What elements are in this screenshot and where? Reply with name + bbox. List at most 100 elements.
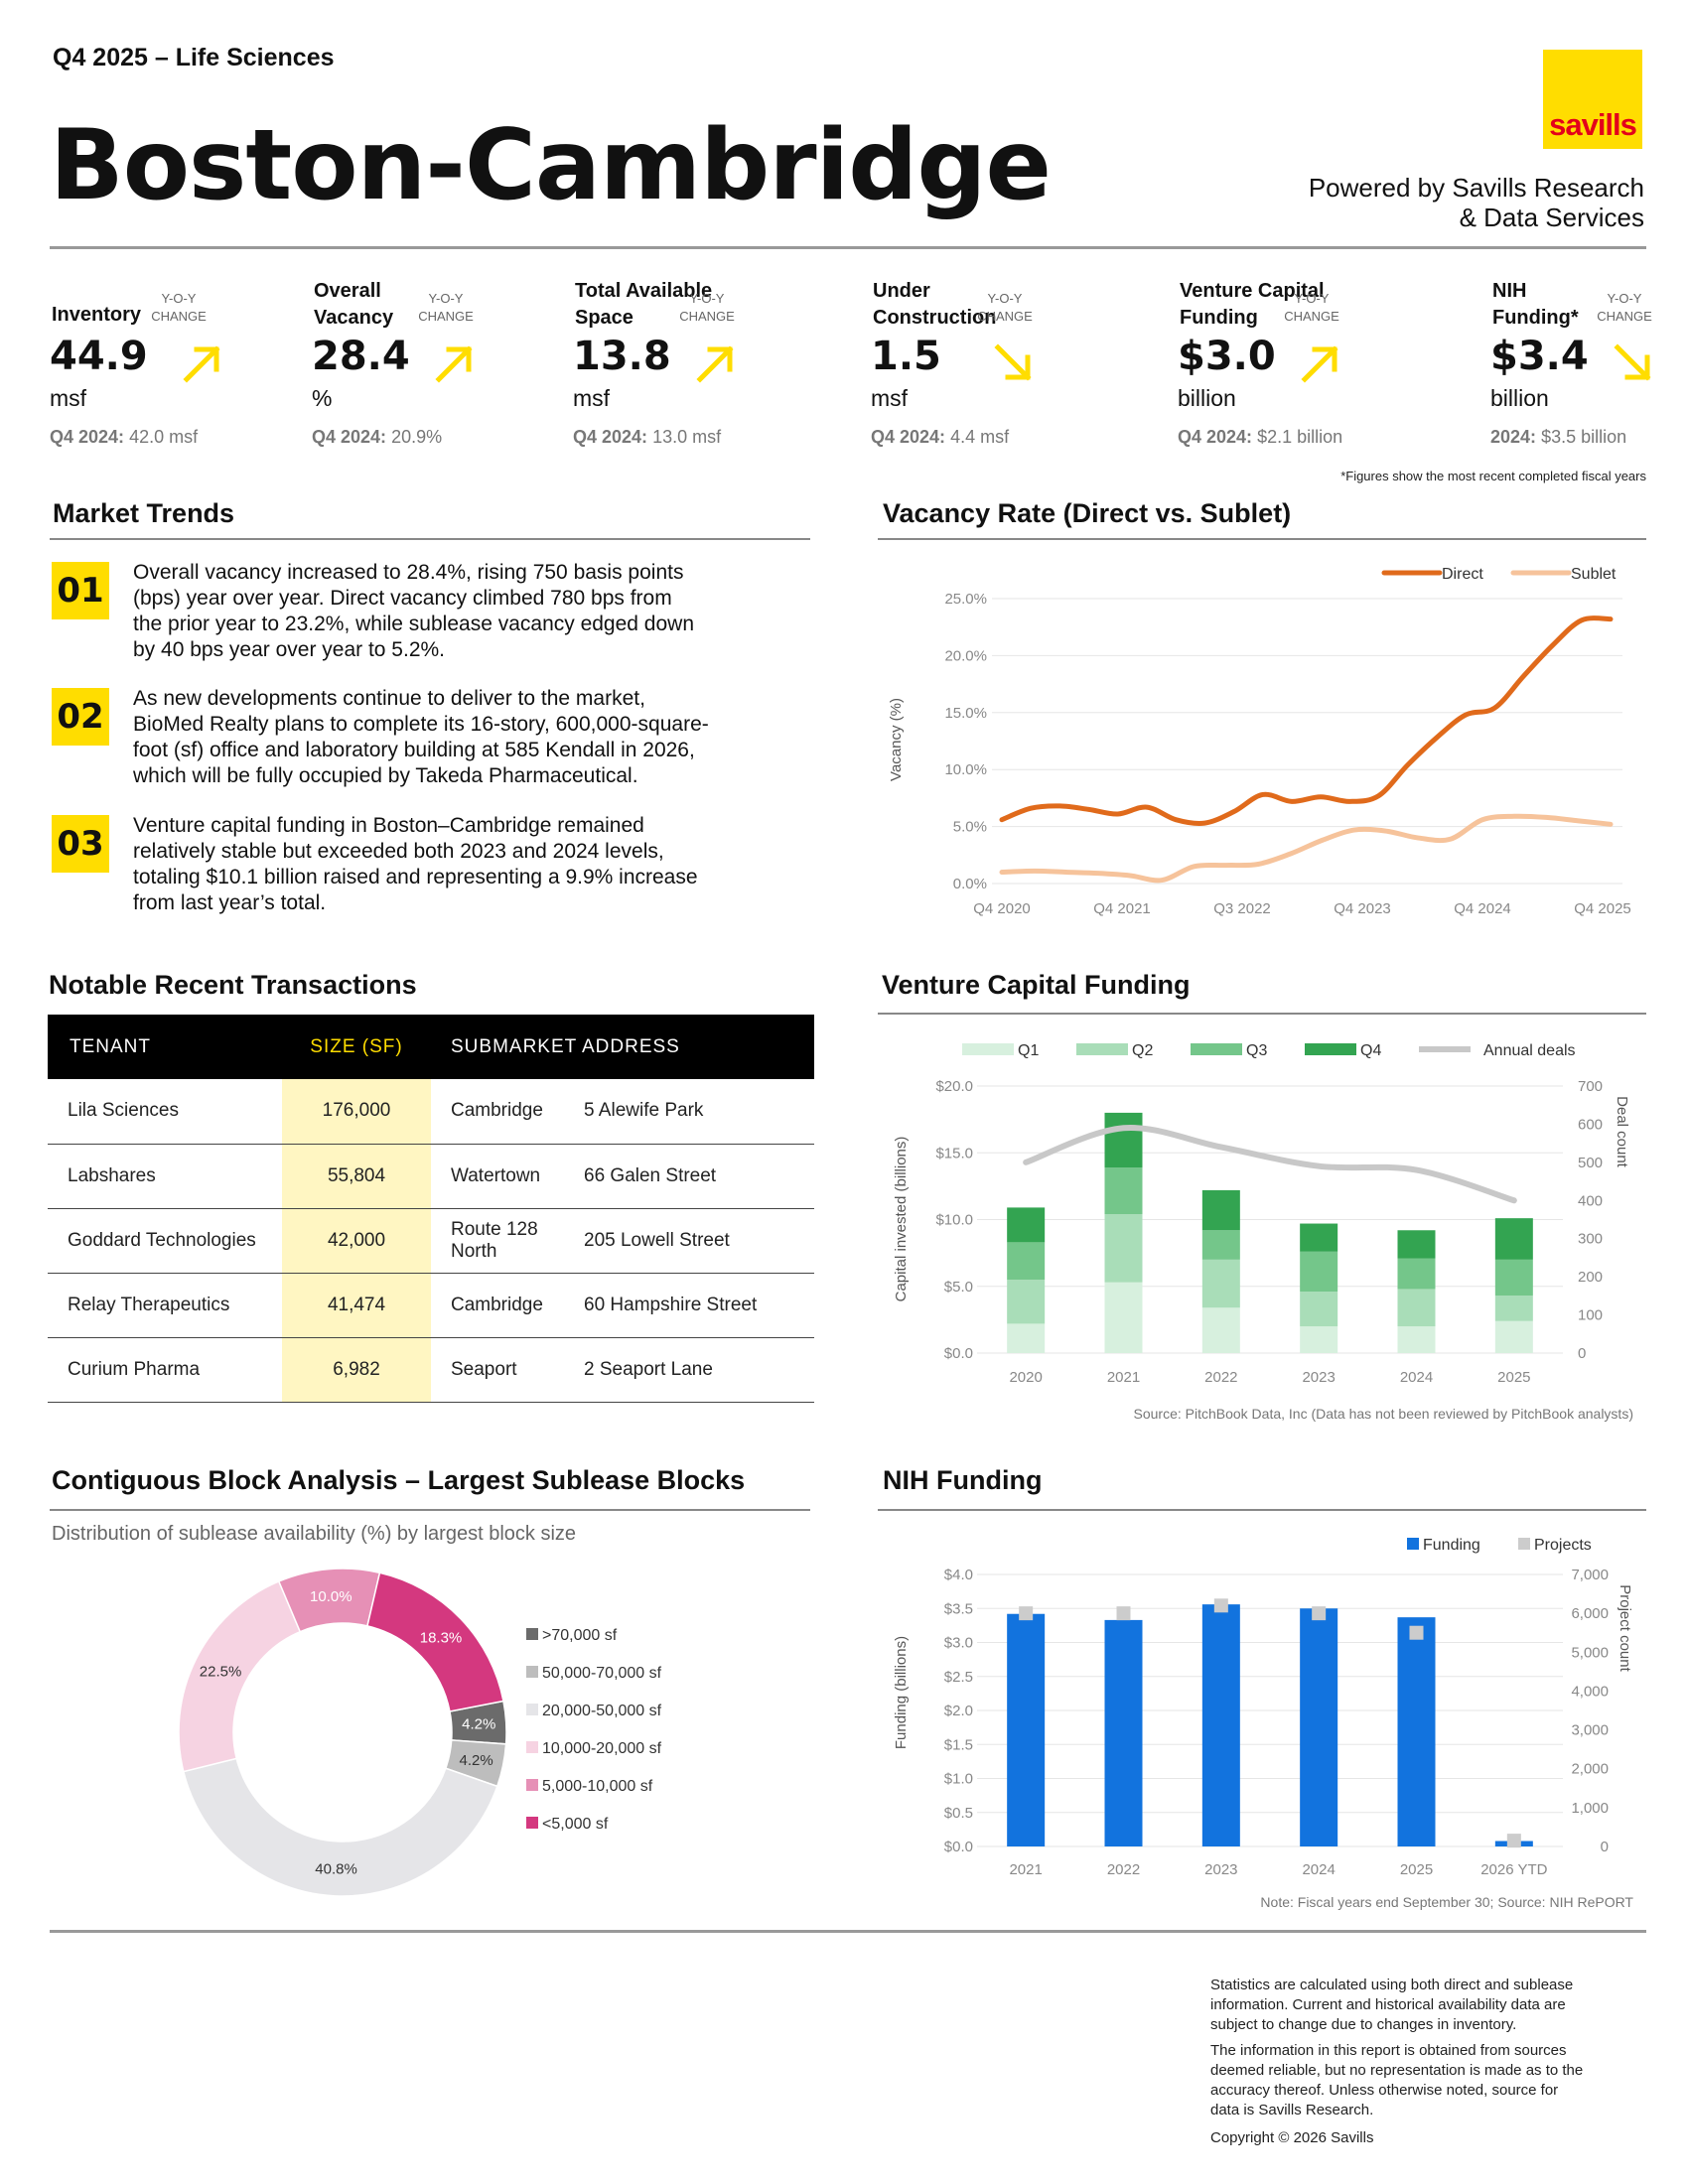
kpi-previous: Q4 2024: 42.0 msf (50, 427, 198, 448)
vacancy-chart: 0.0% 5.0% 10.0% 15.0% 20.0% 25.0% Q4 2020 Q4 20… (888, 566, 1631, 917)
kpi-unit: msf (50, 385, 87, 411)
legend-swatch (526, 1666, 538, 1678)
trend-text-line: which will be fully occupied by Takeda P… (133, 764, 638, 787)
y-tick-label: 20.0% (944, 647, 987, 664)
x-tick-label: 2022 (1107, 1861, 1140, 1878)
kpi-unit: billion (1178, 385, 1236, 411)
y-tick-label: $1.0 (944, 1771, 973, 1788)
cell-size: 6,982 (282, 1337, 431, 1403)
x-tick-label: 2022 (1204, 1369, 1237, 1386)
cell-address: 66 Galen Street (578, 1144, 814, 1209)
y2-tick-label: 2,000 (1571, 1761, 1609, 1778)
bar-funding (1300, 1608, 1338, 1846)
legend-label: <5,000 sf (542, 1816, 609, 1833)
y2-axis-label: Deal count (1614, 1096, 1630, 1168)
y2-tick-label: 600 (1578, 1116, 1603, 1133)
y2-tick-label: 6,000 (1571, 1605, 1609, 1622)
vc-divider (878, 1013, 1646, 1015)
bar-q1 (1201, 1307, 1240, 1353)
bar-q3 (1104, 1167, 1143, 1215)
slice-label: 4.2% (460, 1752, 493, 1769)
trend-text: Venture capital funding in Boston–Cambri… (133, 813, 828, 916)
trend-text-line: Venture capital funding in Boston–Cambri… (133, 814, 644, 837)
cell-tenant: Relay Therapeutics (48, 1273, 282, 1338)
cell-tenant: Goddard Technologies (48, 1208, 282, 1274)
bar-q3 (1397, 1258, 1436, 1290)
footer-p1-line: Statistics are calculated using both dir… (1210, 1977, 1574, 1993)
trend-text-line: the prior year to 23.2%, while sublease … (133, 613, 695, 635)
kpi-previous: Q4 2024: $2.1 billion (1178, 427, 1342, 448)
y-tick-label: $2.5 (944, 1669, 973, 1686)
trend-number-badge: 02 (52, 688, 109, 746)
bar-q1 (1300, 1326, 1338, 1353)
bar-q2 (1007, 1280, 1046, 1324)
trend-text-line: foot (sf) office and laboratory building… (133, 739, 695, 761)
vacancy-divider (878, 538, 1646, 540)
kpi-footnote: *Figures show the most recent completed … (1340, 469, 1646, 483)
kpi-label-line2: Funding (1180, 307, 1258, 329)
cell-size: 41,474 (282, 1273, 431, 1338)
legend-swatch (526, 1817, 538, 1829)
nih-note: Note: Fiscal years end September 30; Sou… (1260, 1894, 1633, 1910)
legend-label: 20,000-50,000 sf (542, 1703, 662, 1719)
slice-label: 40.8% (315, 1860, 357, 1877)
bar-q2 (1201, 1259, 1240, 1308)
kpi-prev-label: Q4 2024: (1178, 427, 1253, 447)
nih-divider (878, 1509, 1646, 1511)
x-tick-label: 2026 YTD (1480, 1861, 1547, 1878)
kpi-unit: msf (573, 385, 611, 411)
legend-label: Sublet (1571, 566, 1617, 583)
kpi-label: Total Available Space (575, 278, 712, 332)
col-submarket: SUBMARKET (431, 1015, 578, 1079)
block-analysis-subtitle: Distribution of sublease availability (%… (52, 1523, 577, 1545)
bar-q4 (1104, 1112, 1143, 1168)
legend-swatch (1407, 1538, 1419, 1550)
yoy-label: Y-O-Y CHANGE (677, 290, 737, 326)
yoy-label: Y-O-Y CHANGE (975, 290, 1035, 326)
kpi-previous: Q4 2024: 20.9% (312, 427, 442, 448)
cell-submarket: Cambridge (431, 1273, 578, 1338)
powered-line-2: & Data Services (1459, 203, 1644, 232)
legend-label: Direct (1442, 566, 1483, 583)
legend-label: Projects (1534, 1537, 1592, 1554)
y-tick-label: 0.0% (953, 876, 987, 892)
report-subtitle: Q4 2025 – Life Sciences (53, 44, 335, 71)
legend-swatch (526, 1628, 538, 1640)
yoy-line1: Y-O-Y (1607, 291, 1642, 306)
legend-label: Q4 (1360, 1042, 1381, 1059)
kpi-label: Under Construction (873, 278, 996, 332)
x-tick-label: 2025 (1400, 1861, 1433, 1878)
arrow-up-right-icon (435, 345, 473, 383)
yoy-line2: CHANGE (418, 309, 474, 324)
vacancy-chart-title: Vacancy Rate (Direct vs. Sublet) (883, 498, 1292, 528)
cell-tenant: Labshares (48, 1144, 282, 1209)
kpi-value: $3.0 (1178, 334, 1276, 379)
legend-label: Q2 (1132, 1042, 1153, 1059)
trend-text-line: (bps) year over year. Direct vacancy cli… (133, 587, 672, 610)
marker-projects (1213, 1598, 1228, 1613)
y-tick-label: 10.0% (944, 761, 987, 778)
copyright: Copyright © 2026 Savills (1210, 2129, 1374, 2146)
yoy-label: Y-O-Y CHANGE (149, 290, 209, 326)
y2-axis-label: Project count (1617, 1584, 1633, 1672)
kpi-prev-label: 2024: (1490, 427, 1537, 447)
arrow-up-right-icon (183, 345, 220, 383)
x-tick-label: Q4 2020 (973, 900, 1031, 917)
kpi-prev-value: 20.9% (391, 427, 443, 447)
nih-funding-chart: $0.0 $0.5 $1.0 $1.5 $2.0 $2.5 $3.0 $3.5 $4.0 0 1,0… (893, 1537, 1633, 1878)
bar-q1 (1397, 1326, 1436, 1353)
footer-divider (50, 1930, 1646, 1933)
arrow-down-right-icon (1614, 343, 1651, 381)
x-tick-label: Q4 2021 (1093, 900, 1151, 917)
legend-label: Q1 (1018, 1042, 1039, 1059)
kpi-value: 44.9 (50, 334, 148, 379)
x-tick-label: 2024 (1302, 1861, 1335, 1878)
arrow-up-right-icon (1301, 345, 1338, 383)
kpi-label-line1: Venture Capital (1180, 280, 1325, 302)
marker-projects (1116, 1606, 1131, 1621)
y-tick-label: 15.0% (944, 705, 987, 722)
x-tick-label: 2024 (1400, 1369, 1433, 1386)
y-tick-label: $0.0 (944, 1839, 973, 1855)
legend-swatch (1518, 1538, 1530, 1550)
cell-address: 2 Seaport Lane (578, 1337, 814, 1403)
